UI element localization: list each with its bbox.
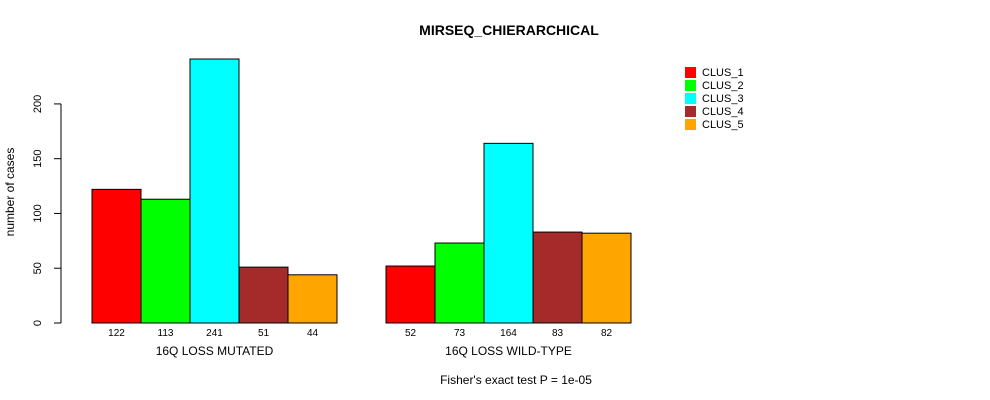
bar-clus-5-group-1 [287,274,338,324]
bar-count-label: 51 [258,328,270,339]
bar-clus-1-group-2 [385,265,436,324]
bar-count-label: 113 [158,328,174,339]
bar-clus-3-group-2 [483,142,534,324]
bar-clus-5-group-2 [581,232,632,324]
bar-count-label: 241 [206,328,223,339]
bar-clus-2-group-2 [434,242,485,324]
legend-swatch [685,119,696,130]
legend-label: CLUS_2 [702,80,744,92]
y-tick-label: 50 [32,262,44,274]
bar-count-label: 83 [552,328,564,339]
footnote: Fisher's exact test P = 1e-05 [440,373,592,387]
bar-clus-4-group-2 [532,231,583,324]
group-label: 16Q LOSS WILD-TYPE [445,344,572,358]
bar-count-label: 82 [601,328,613,339]
legend-label: CLUS_3 [702,93,744,105]
y-tick-label: 0 [32,320,44,326]
x-axis-labels: 122 113 241 51 44 16Q LOSS MUTATED 52 73 164 83 82… [108,328,612,358]
y-tick-label: 100 [32,204,44,222]
legend-swatch [685,106,696,117]
bar-count-label: 164 [500,328,517,339]
bar-count-label: 52 [405,328,417,339]
legend-label: CLUS_4 [702,106,744,118]
bar-count-label: 44 [307,328,319,339]
legend-label: CLUS_1 [702,67,744,79]
bars-layer [91,58,632,324]
bar-clus-1-group-1 [91,188,142,324]
legend-label: CLUS_5 [702,119,744,131]
legend-swatch [685,80,696,91]
y-tick-label: 150 [32,150,44,168]
bar-clus-3-group-1 [189,58,240,324]
bar-count-label: 122 [108,328,125,339]
bar-clus-4-group-1 [238,266,289,324]
y-axis-label: number of cases [3,148,17,237]
y-tick-label: 200 [32,95,44,113]
legend-swatch [685,67,696,78]
legend-swatch [685,93,696,104]
bar-clus-2-group-1 [140,198,191,324]
bar-count-label: 73 [454,328,466,339]
chart-title: MIRSEQ_CHIERARCHICAL [419,22,599,38]
y-axis: 0 50 100 150 200 [32,95,62,326]
group-label: 16Q LOSS MUTATED [156,344,274,358]
